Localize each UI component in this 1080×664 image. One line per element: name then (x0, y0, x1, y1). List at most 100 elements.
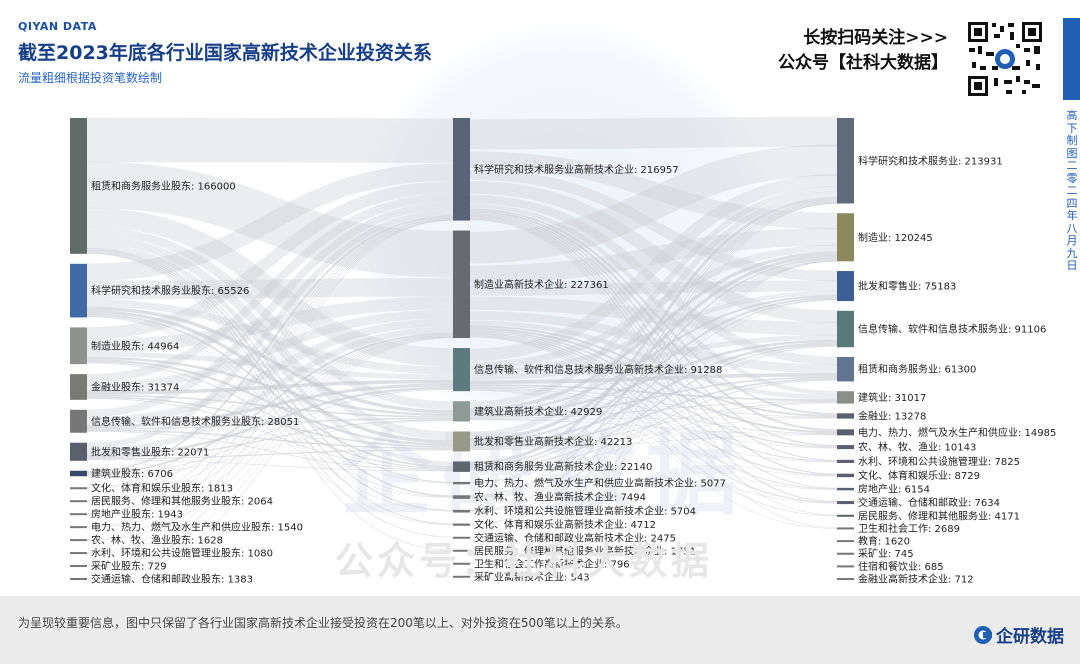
sankey-node[interactable] (837, 540, 854, 543)
sankey-node-label: 批发和零售业高新技术企业: 42213 (474, 435, 632, 448)
sankey-node[interactable] (453, 401, 470, 422)
sankey-node[interactable] (837, 213, 854, 262)
sankey-node[interactable] (837, 473, 854, 478)
qr-caption: 长按扫码关注>>> 公众号【社科大数据】 (778, 26, 948, 76)
sankey-link (86, 337, 454, 567)
sankey-node[interactable] (70, 565, 87, 568)
sankey-node[interactable] (70, 513, 87, 516)
sankey-node[interactable] (453, 536, 470, 539)
sankey-link (469, 329, 838, 448)
qr-code-icon[interactable] (966, 20, 1044, 98)
sankey-node-label: 房地产业: 6154 (858, 483, 930, 496)
sankey-node[interactable] (837, 514, 854, 517)
sankey-node[interactable] (837, 271, 854, 302)
sankey-link (86, 219, 454, 553)
sankey-link (86, 332, 454, 475)
sankey-link (86, 459, 454, 472)
sankey-node[interactable] (837, 552, 854, 555)
sankey-node-label: 卫生和社会工作: 2689 (858, 522, 960, 535)
sankey-node[interactable] (837, 487, 854, 491)
sankey-node[interactable] (70, 500, 87, 503)
sankey-node[interactable] (70, 442, 87, 461)
sankey-link (469, 334, 838, 380)
sankey-column-2: 科学研究和技术服务业高新技术企业: 216957 制造业高新技术企业: 22736… (453, 118, 726, 583)
sankey-node[interactable] (70, 578, 87, 581)
sankey-node[interactable] (453, 523, 470, 526)
sankey-node-label: 租赁和商务服务业高新技术企业: 22140 (474, 460, 652, 473)
sankey-node[interactable] (837, 527, 854, 530)
sankey-node[interactable] (70, 409, 87, 433)
sankey-link (469, 210, 838, 432)
sankey-node[interactable] (837, 118, 854, 204)
sankey-node[interactable] (70, 552, 87, 555)
sankey-node[interactable] (837, 565, 854, 568)
sankey-link (469, 202, 838, 525)
sankey-link (469, 219, 838, 529)
sankey-link (469, 387, 838, 449)
sankey-link (469, 294, 838, 414)
sankey-link (86, 397, 454, 470)
sankey-link (469, 261, 838, 577)
sankey-link (469, 389, 838, 477)
sankey-node[interactable] (837, 356, 854, 382)
sankey-node[interactable] (453, 509, 470, 513)
sankey-link (86, 250, 454, 512)
sankey-link (86, 219, 454, 540)
sankey-node[interactable] (453, 230, 470, 339)
sankey-link (469, 386, 838, 418)
sankey-link (469, 342, 838, 447)
sankey-node-label: 水利、环境和公共设施管理业高新技术企业: 5704 (474, 505, 696, 518)
sankey-node[interactable] (453, 549, 470, 552)
sidebar-accent-bar (1063, 18, 1080, 100)
sankey-node[interactable] (453, 431, 470, 452)
sankey-node-label: 采矿业高新技术企业: 543 (474, 570, 590, 583)
sankey-node[interactable] (453, 348, 470, 392)
sankey-node[interactable] (837, 413, 854, 419)
footer: 为呈现较重要信息，图中只保留了各行业国家高新技术企业接受投资在200笔以上、对外… (0, 596, 1080, 664)
sankey-link (469, 260, 838, 538)
footer-logo-text: 企研数据 (996, 627, 1064, 647)
sankey-node[interactable] (837, 391, 854, 404)
sankey-link (86, 335, 454, 515)
sankey-link (86, 218, 454, 514)
sankey-link (469, 208, 838, 416)
sankey-node[interactable] (70, 526, 87, 529)
sankey-node[interactable] (453, 461, 470, 472)
sankey-node[interactable] (837, 310, 854, 348)
page-subtitle: 流量粗细根据投资笔数绘制 (18, 71, 163, 85)
sankey-node[interactable] (453, 495, 470, 499)
sankey-node[interactable] (70, 263, 87, 318)
sankey-node[interactable] (453, 562, 470, 565)
sankey-node[interactable] (453, 575, 470, 578)
sankey-link (469, 296, 838, 336)
sankey-node[interactable] (837, 459, 854, 463)
sankey-link (469, 299, 838, 498)
sankey-node-label: 制造业高新技术企业: 227361 (474, 278, 609, 291)
sankey-link (86, 161, 454, 278)
sankey-node[interactable] (70, 487, 87, 490)
sankey-node-label: 建筑业: 31017 (858, 391, 926, 404)
sankey-node[interactable] (70, 118, 87, 254)
sankey-node-label: 居民服务、修理和其他服务业高新技术企业: 1751 (474, 544, 696, 557)
sankey-link (469, 201, 838, 511)
sankey-node[interactable] (453, 481, 470, 485)
sankey-node[interactable] (837, 445, 854, 450)
sankey-link (469, 180, 838, 324)
sankey-link (469, 200, 838, 497)
sankey-node[interactable] (453, 118, 470, 221)
sankey-node-label: 信息传输、软件和信息技术服务业: 91106 (858, 323, 1046, 336)
sankey-node[interactable] (70, 374, 87, 400)
sankey-node-label: 房地产业股东: 1943 (91, 508, 183, 521)
sankey-link (86, 252, 454, 538)
sankey-link (86, 337, 454, 554)
sankey-node-label: 水利、环境和公共设施管理业: 7825 (858, 455, 1020, 468)
sankey-node[interactable] (837, 501, 854, 505)
footer-logo[interactable]: 企研数据 (973, 622, 1064, 647)
sankey-node-label: 租赁和商务服务业: 61300 (858, 363, 976, 376)
sankey-node[interactable] (70, 327, 87, 365)
sankey-node[interactable] (837, 429, 854, 436)
sankey-node[interactable] (837, 578, 854, 581)
sankey-node-label: 文化、体育和娱乐业: 8729 (858, 469, 980, 482)
sankey-node[interactable] (70, 470, 87, 477)
sankey-node[interactable] (70, 539, 87, 542)
